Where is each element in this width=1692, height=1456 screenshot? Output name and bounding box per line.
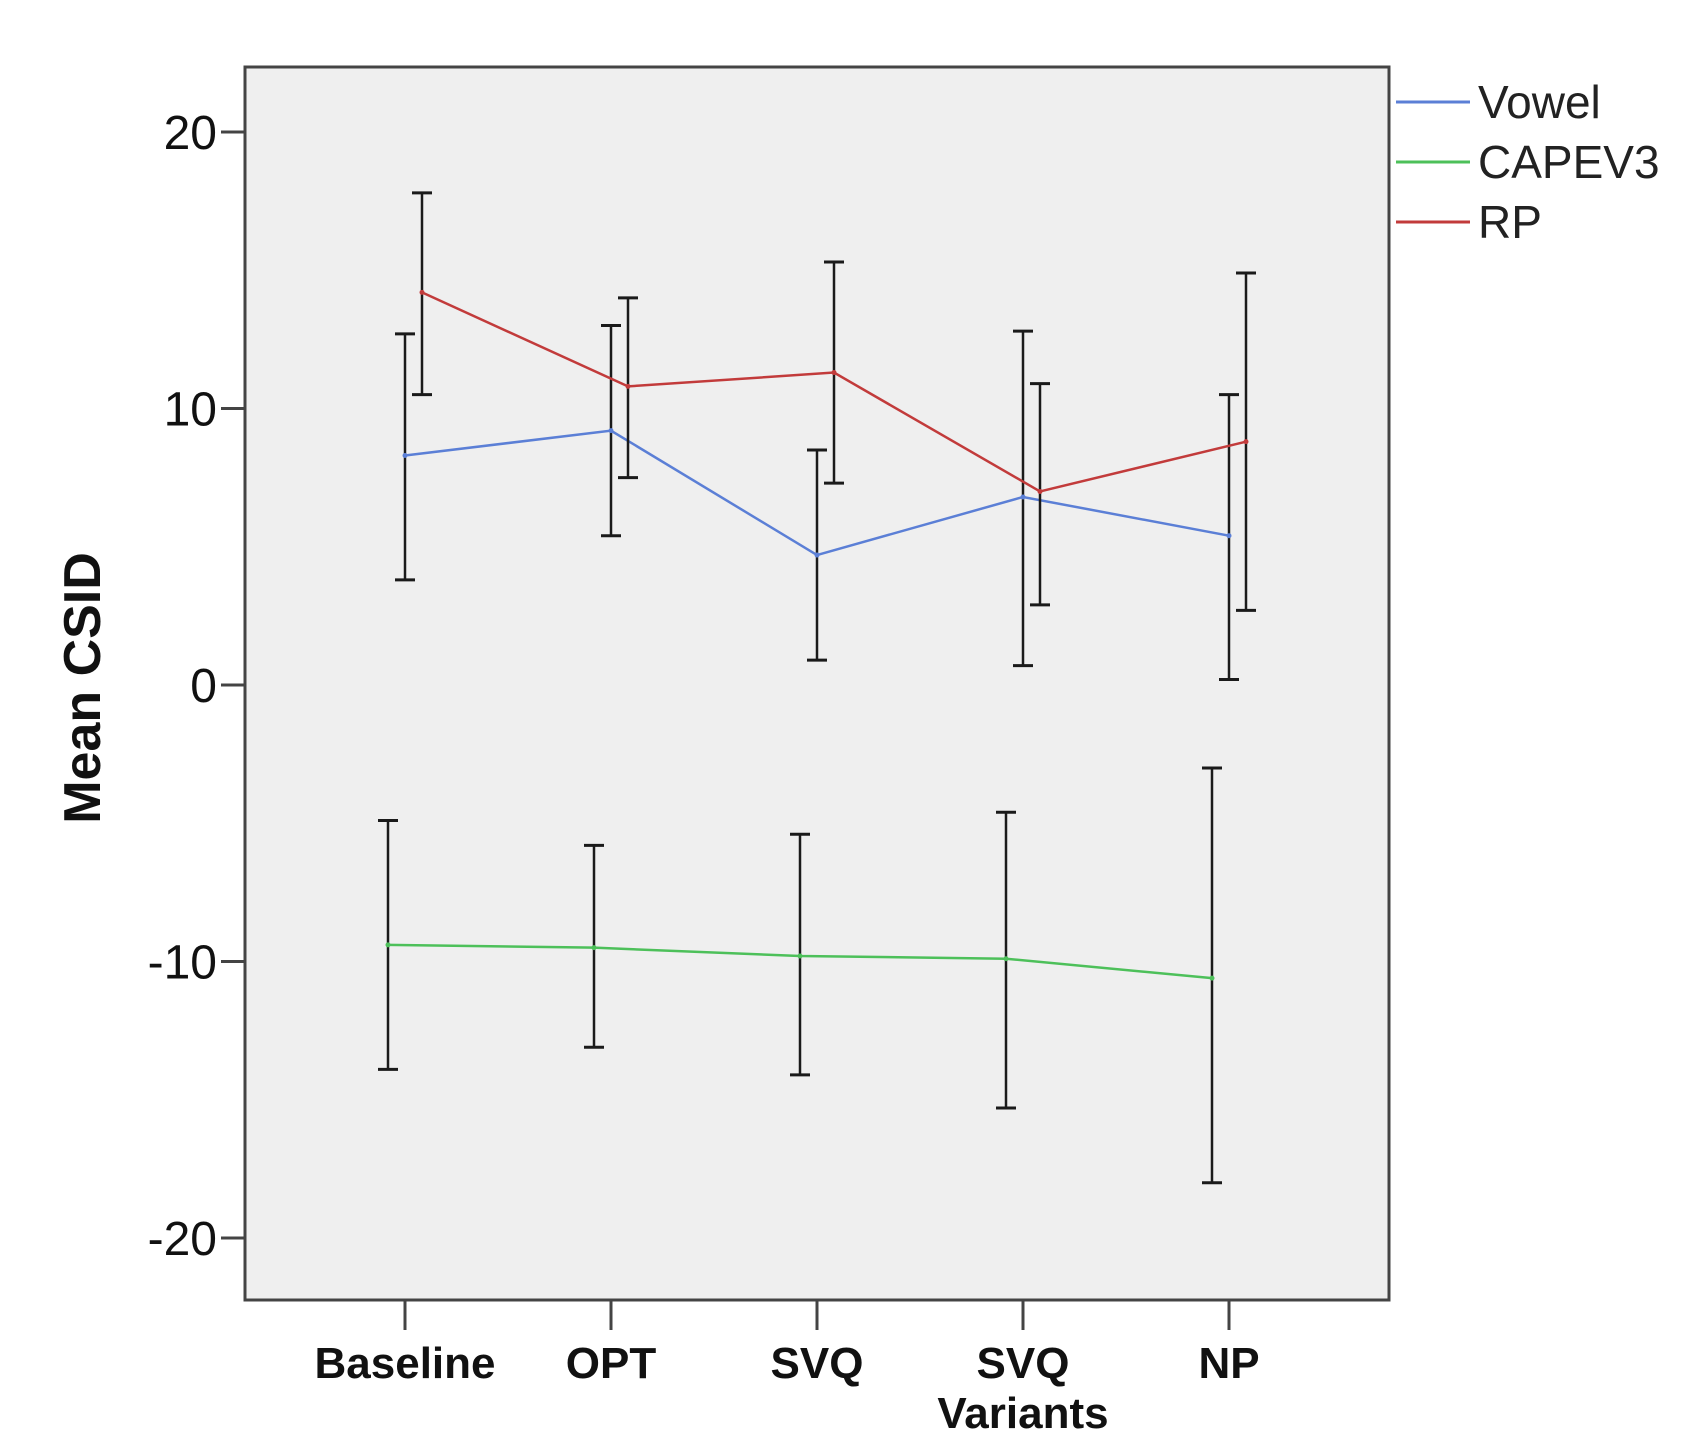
data-point <box>625 383 631 389</box>
data-point <box>419 289 425 295</box>
data-point <box>1226 533 1232 539</box>
data-point <box>1003 956 1009 962</box>
y-tick-label: -10 <box>148 937 217 990</box>
data-point <box>385 942 391 948</box>
data-point <box>1020 494 1026 500</box>
y-tick-label: 20 <box>164 107 217 160</box>
series-capev3 <box>378 766 1222 1185</box>
data-point <box>402 453 408 459</box>
series-vowel <box>395 324 1239 681</box>
series-layer <box>378 191 1256 1185</box>
data-point <box>831 370 837 376</box>
legend-label: CAPEV3 <box>1478 136 1660 188</box>
data-point <box>608 428 614 434</box>
y-tick-label: -20 <box>148 1213 217 1266</box>
x-tick-label: SVQ <box>977 1339 1070 1388</box>
data-point <box>1209 975 1215 981</box>
legend-label: Vowel <box>1478 76 1601 128</box>
legend: Vowel CAPEV3 RP <box>1396 76 1660 248</box>
x-tick-label: NP <box>1198 1339 1259 1388</box>
y-axis: 20 10 0 -10 -20 <box>148 107 245 1266</box>
x-tick-label: SVQ <box>771 1339 864 1388</box>
x-tick-label: Baseline <box>315 1339 496 1388</box>
data-point <box>591 945 597 951</box>
plot-area <box>243 65 1391 1302</box>
series-rp <box>412 191 1256 612</box>
y-axis-title: Mean CSID <box>54 552 112 824</box>
data-point <box>814 552 820 558</box>
y-tick-label: 10 <box>164 384 217 437</box>
x-tick-label: Variants <box>937 1389 1108 1438</box>
data-point <box>1243 439 1249 445</box>
legend-label: RP <box>1478 196 1542 248</box>
y-tick-label: 0 <box>190 660 217 713</box>
data-point <box>797 953 803 959</box>
x-tick-label: OPT <box>566 1339 657 1388</box>
data-point <box>1037 488 1043 494</box>
